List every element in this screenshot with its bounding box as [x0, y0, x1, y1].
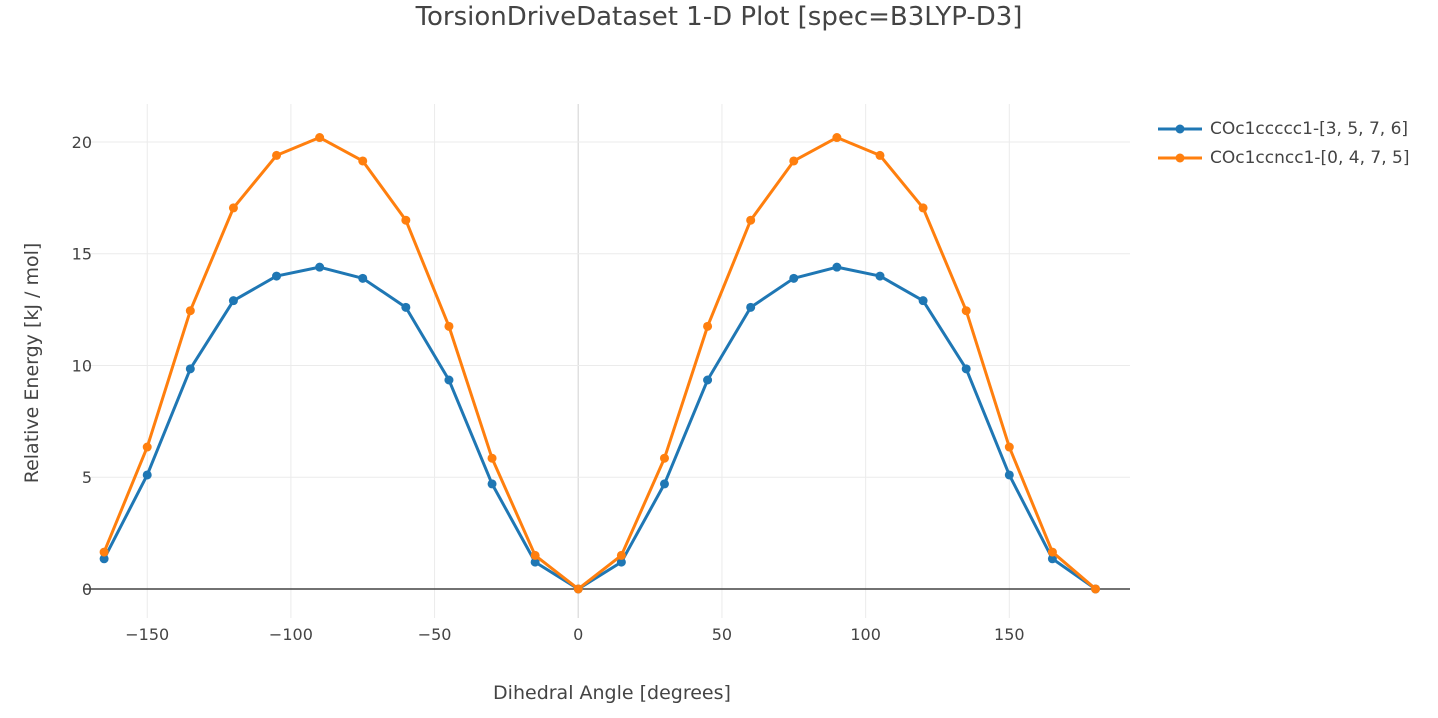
- data-point-series-1: [444, 375, 454, 385]
- legend: COc1ccccc1-[3, 5, 7, 6] COc1ccncc1-[0, 4…: [1158, 114, 1409, 172]
- data-point-series-1: [272, 271, 282, 281]
- data-point-series-2: [315, 133, 325, 143]
- data-point-series-2: [530, 550, 540, 560]
- data-point-series-2: [401, 215, 411, 225]
- data-point-series-2: [703, 321, 713, 331]
- x-tick-label: 100: [850, 625, 881, 644]
- legend-swatch-series-2: [1158, 153, 1202, 162]
- data-point-series-2: [1004, 442, 1014, 452]
- x-tick-label: 150: [994, 625, 1025, 644]
- data-point-series-1: [530, 557, 540, 567]
- data-point-series-1: [315, 262, 325, 272]
- data-point-series-1: [142, 470, 152, 480]
- data-point-series-2: [185, 306, 195, 316]
- data-point-series-1: [961, 364, 971, 374]
- data-point-series-1: [358, 273, 368, 283]
- data-point-series-1: [1004, 470, 1014, 480]
- x-tick-label: 50: [712, 625, 732, 644]
- x-tick-label: −150: [125, 625, 169, 644]
- series-line-2: [102, 136, 1097, 591]
- data-point-series-1: [832, 262, 842, 272]
- data-point-series-2: [573, 584, 583, 594]
- x-tick-label: −100: [269, 625, 313, 644]
- x-axis-title: Dihedral Angle [degrees]: [493, 682, 731, 704]
- series-line-1: [102, 265, 1097, 591]
- data-point-series-2: [1047, 547, 1057, 557]
- y-tick-label: 20: [72, 133, 92, 152]
- data-point-series-2: [228, 203, 238, 213]
- y-tick-label: 10: [72, 356, 92, 375]
- grid-layer: [84, 104, 1130, 618]
- x-tick-label: 0: [573, 625, 583, 644]
- data-point-series-2: [659, 453, 669, 463]
- y-axis-title: Relative Energy [kJ / mol]: [21, 243, 43, 484]
- legend-label: COc1ccncc1-[0, 4, 7, 5]: [1210, 147, 1410, 168]
- data-point-series-2: [875, 150, 885, 160]
- series-layer: [99, 133, 1101, 594]
- data-point-series-1: [401, 302, 411, 312]
- legend-swatch-series-1: [1158, 124, 1202, 133]
- data-point-series-2: [789, 156, 799, 166]
- data-point-series-2: [272, 150, 282, 160]
- chart-title: TorsionDriveDataset 1-D Plot [spec=B3LYP…: [415, 2, 1023, 32]
- data-point-series-2: [918, 203, 928, 213]
- data-point-series-1: [1047, 554, 1057, 564]
- data-point-series-2: [961, 306, 971, 316]
- data-point-series-2: [1091, 584, 1101, 594]
- x-tick-label: −50: [418, 625, 452, 644]
- data-point-series-2: [358, 156, 368, 166]
- data-point-series-2: [444, 321, 454, 331]
- data-point-series-2: [746, 215, 756, 225]
- data-point-series-1: [918, 296, 928, 306]
- legend-item[interactable]: COc1ccncc1-[0, 4, 7, 5]: [1158, 143, 1409, 172]
- y-tick-label: 15: [72, 245, 92, 264]
- legend-item[interactable]: COc1ccccc1-[3, 5, 7, 6]: [1158, 114, 1409, 143]
- y-tick-label: 5: [82, 468, 92, 487]
- data-point-series-1: [746, 302, 756, 312]
- data-point-series-2: [616, 550, 626, 560]
- data-point-series-1: [875, 271, 885, 281]
- data-point-series-1: [185, 364, 195, 374]
- data-point-series-1: [789, 273, 799, 283]
- data-point-series-2: [142, 442, 152, 452]
- data-point-series-1: [616, 557, 626, 567]
- data-point-series-1: [228, 296, 238, 306]
- data-point-series-2: [487, 453, 497, 463]
- data-point-series-1: [487, 479, 497, 489]
- data-point-series-2: [99, 547, 109, 557]
- data-point-series-1: [99, 554, 109, 564]
- data-point-series-2: [832, 133, 842, 143]
- legend-label: COc1ccccc1-[3, 5, 7, 6]: [1210, 118, 1409, 139]
- data-point-series-1: [659, 479, 669, 489]
- data-point-series-1: [703, 375, 713, 385]
